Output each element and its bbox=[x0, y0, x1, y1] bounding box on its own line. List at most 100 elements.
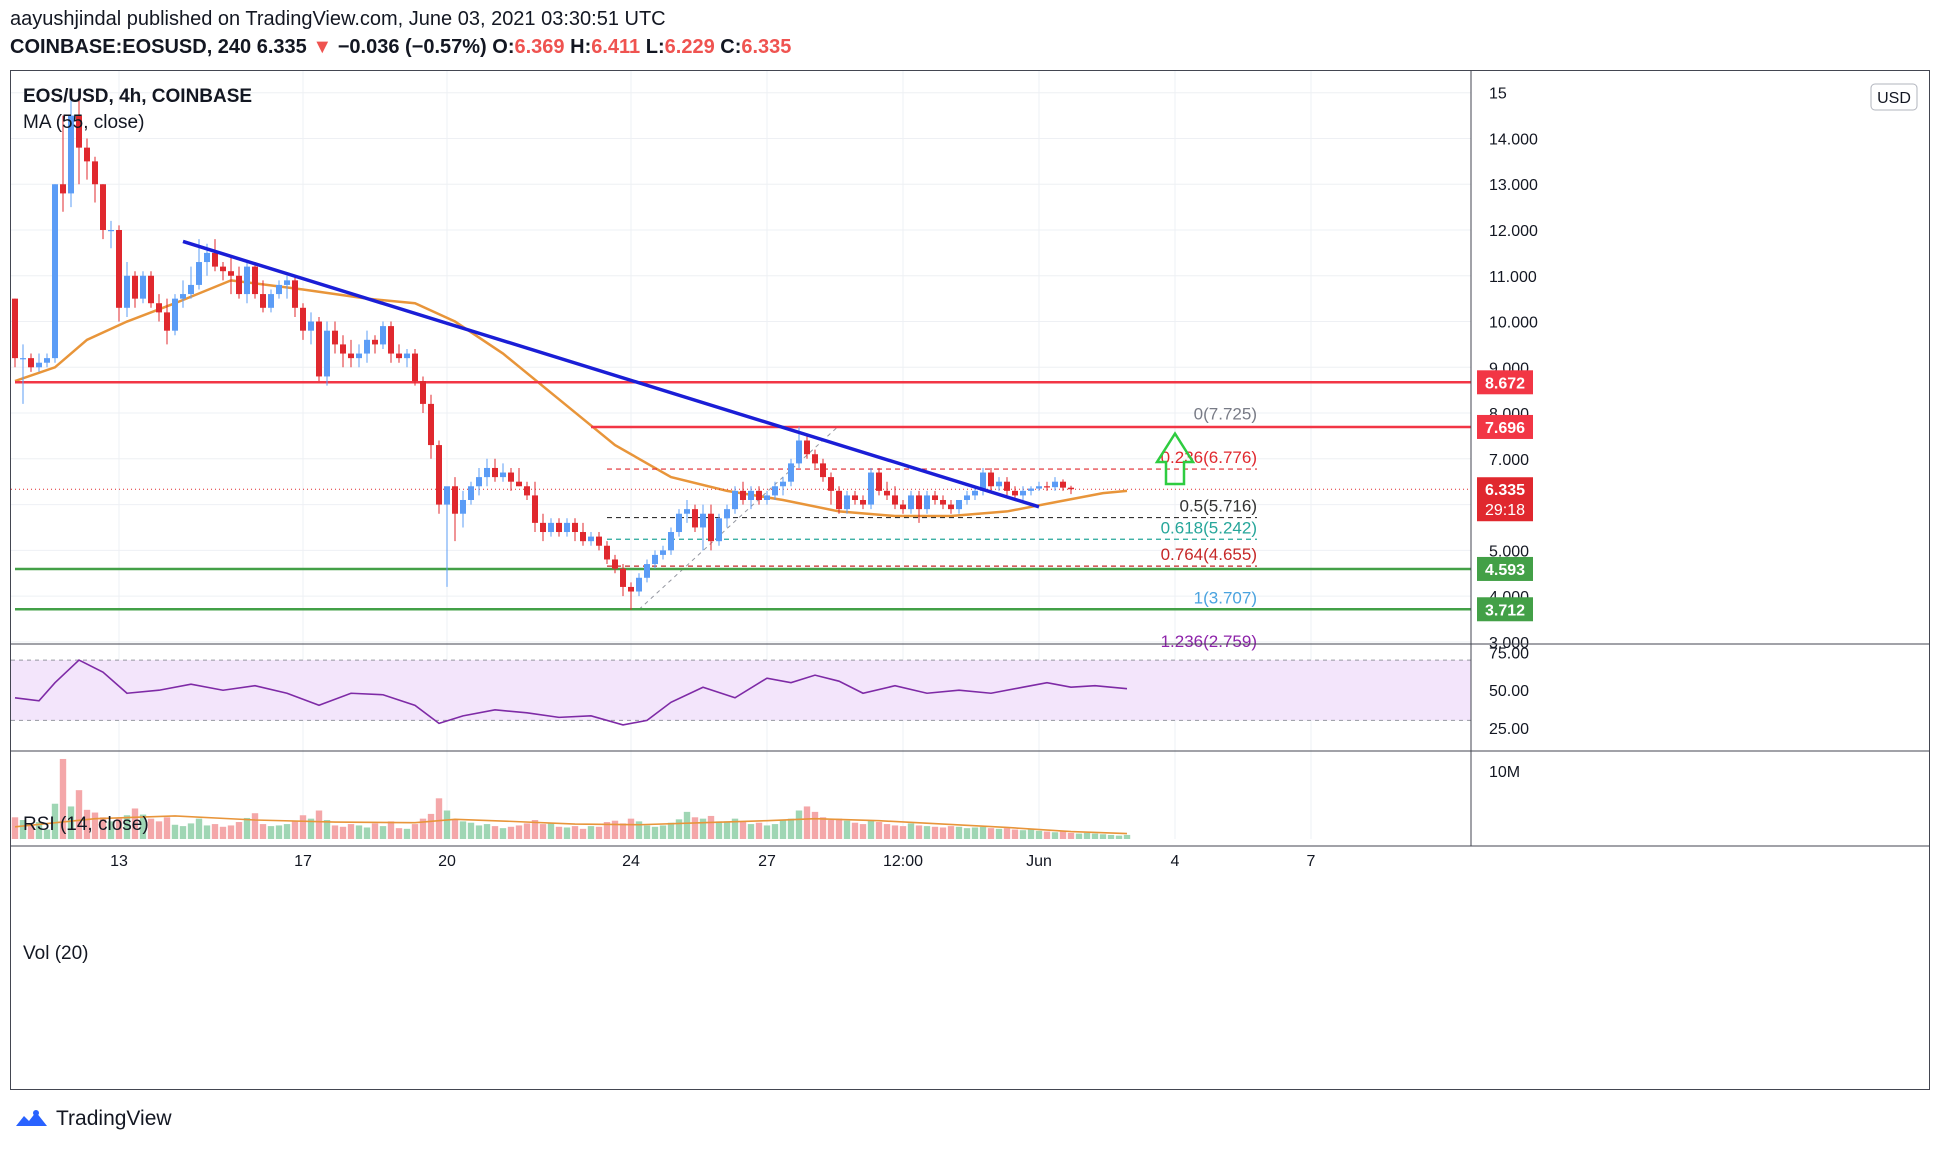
volume-bar bbox=[987, 828, 995, 839]
currency-badge[interactable] bbox=[1870, 83, 1918, 111]
fib-level-label: 0.236(6.776) bbox=[1161, 448, 1257, 467]
bar-countdown-label: 29:18 bbox=[1485, 502, 1525, 519]
ma-legend: MA (55, close) bbox=[23, 112, 144, 133]
candle-body bbox=[1052, 481, 1058, 488]
time-tick-label: 27 bbox=[758, 853, 776, 870]
fib-level-label: 0(7.725) bbox=[1194, 405, 1257, 424]
candle-body bbox=[372, 339, 378, 345]
candle-body bbox=[412, 353, 418, 382]
volume-bar bbox=[875, 822, 883, 839]
open-value: 6.369 bbox=[514, 36, 565, 58]
rsi-line bbox=[14, 659, 1128, 726]
fib-level-label: 0.764(4.655) bbox=[1161, 545, 1257, 564]
candle-body bbox=[348, 353, 354, 359]
volume-bar bbox=[883, 824, 891, 839]
rsi-pane bbox=[11, 659, 1471, 726]
candle-body bbox=[276, 284, 282, 295]
close-label: C: bbox=[720, 36, 742, 58]
volume-legend: Vol (20) bbox=[23, 943, 88, 964]
candle-body bbox=[956, 499, 962, 510]
high-label: H: bbox=[570, 36, 592, 58]
candle-body bbox=[612, 559, 618, 569]
candle-body bbox=[716, 518, 722, 542]
tradingview-logo[interactable]: TradingView bbox=[14, 1104, 172, 1134]
horizontal-levels bbox=[11, 381, 1471, 611]
candle-body bbox=[396, 353, 402, 359]
price-tick-label: 14.000 bbox=[1489, 131, 1538, 148]
candle-body bbox=[748, 490, 754, 500]
volume-bar bbox=[11, 817, 19, 839]
tradingview-logo-icon bbox=[16, 1110, 47, 1126]
volume-bar bbox=[227, 825, 235, 839]
candle-body bbox=[492, 467, 498, 478]
candle-body bbox=[724, 509, 730, 519]
price-tick-label: 5.000 bbox=[1489, 543, 1529, 560]
price-tick-label: 11.000 bbox=[1489, 269, 1537, 286]
volume-bar bbox=[603, 822, 611, 839]
candle-body bbox=[1028, 488, 1034, 491]
candle-body bbox=[740, 490, 746, 500]
chart-canvas[interactable]: 0(7.725) 0.236(6.776) 0.5(5.716) 0.618(5.24… bbox=[11, 71, 1929, 1089]
chart-frame[interactable]: 0(7.725) 0.236(6.776) 0.5(5.716) 0.618(5.24… bbox=[10, 70, 1930, 1090]
volume-bar bbox=[155, 821, 163, 839]
volume-bar bbox=[331, 825, 339, 839]
candle-body bbox=[932, 495, 938, 500]
volume-bar bbox=[403, 828, 411, 839]
volume-bar bbox=[1091, 833, 1099, 839]
volume-bar bbox=[803, 806, 811, 839]
rsi-band-fill bbox=[11, 660, 1471, 721]
volume-bar bbox=[755, 822, 763, 839]
volume-bar bbox=[819, 817, 827, 839]
candle-body bbox=[20, 358, 26, 360]
candle-body bbox=[356, 353, 362, 359]
open-label: O: bbox=[492, 36, 515, 58]
volume-bar bbox=[251, 813, 259, 839]
volume-bar bbox=[267, 826, 275, 839]
volume-bar bbox=[235, 822, 243, 839]
candlesticks bbox=[12, 92, 1074, 610]
volume-bar bbox=[643, 825, 651, 839]
candle-body bbox=[876, 472, 882, 491]
volume-bar bbox=[891, 825, 899, 839]
symbol-ohlc-line: COINBASE:EOSUSD, 240 6.335 ▼ −0.036 (−0.… bbox=[10, 36, 791, 59]
volume-bar bbox=[795, 810, 803, 839]
volume-bar bbox=[691, 817, 699, 839]
volume-bar bbox=[435, 798, 443, 839]
volume-bar bbox=[1083, 832, 1091, 839]
volume-bar bbox=[867, 820, 875, 839]
rsi-legend: RSI (14, close) bbox=[23, 814, 149, 835]
rsi-tick-label: 50.00 bbox=[1489, 683, 1529, 700]
candle-body bbox=[516, 481, 522, 487]
time-tick-label: Jun bbox=[1026, 853, 1052, 870]
volume-bar bbox=[387, 821, 395, 839]
price-tick-label: 7.000 bbox=[1489, 452, 1529, 469]
price-level-label: 8.672 bbox=[1485, 375, 1525, 392]
volume-bar bbox=[747, 824, 755, 839]
candle-body bbox=[196, 262, 202, 285]
candle-body bbox=[636, 577, 642, 592]
volume-bar bbox=[1003, 828, 1011, 839]
volume-bar bbox=[467, 822, 475, 839]
volume-bar bbox=[931, 826, 939, 839]
candle-body bbox=[236, 275, 242, 295]
up-arrow-icon bbox=[1154, 431, 1196, 486]
candle-body bbox=[972, 490, 978, 496]
volume-bar bbox=[91, 812, 99, 839]
candle-body bbox=[244, 266, 250, 295]
volume-bar bbox=[683, 811, 691, 839]
candle-body bbox=[732, 490, 738, 510]
volume-bar bbox=[99, 817, 107, 839]
candle-body bbox=[204, 252, 210, 263]
volume-bar bbox=[1059, 831, 1067, 839]
candle-body bbox=[660, 550, 666, 555]
fib-level-label: 0.618(5.242) bbox=[1161, 518, 1257, 537]
volume-bar bbox=[419, 818, 427, 839]
low-value: 6.229 bbox=[664, 36, 715, 58]
volume-bar bbox=[75, 790, 83, 839]
volume-bar bbox=[123, 815, 131, 839]
candle-body bbox=[228, 271, 234, 276]
volume-bar bbox=[443, 810, 451, 839]
price-tick-label: 13.000 bbox=[1489, 177, 1538, 194]
candle-body bbox=[948, 504, 954, 510]
candle-body bbox=[76, 115, 82, 148]
